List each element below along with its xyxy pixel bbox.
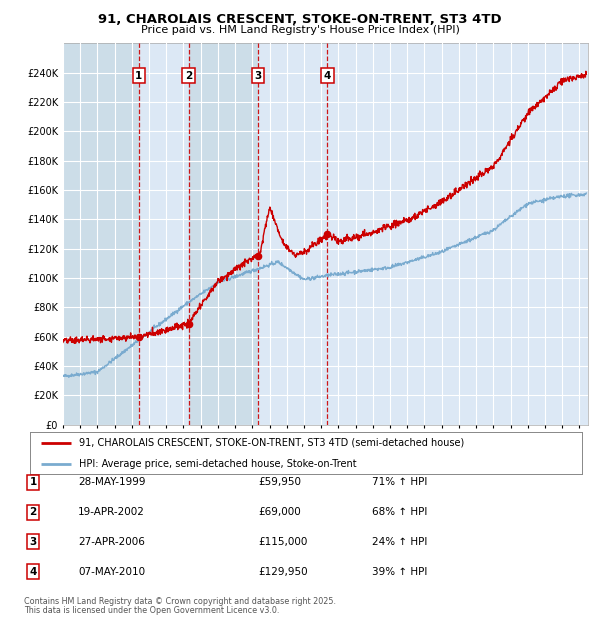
Text: HPI: Average price, semi-detached house, Stoke-on-Trent: HPI: Average price, semi-detached house,… — [79, 459, 356, 469]
Text: 27-APR-2006: 27-APR-2006 — [78, 537, 145, 547]
Text: Contains HM Land Registry data © Crown copyright and database right 2025.: Contains HM Land Registry data © Crown c… — [24, 597, 336, 606]
Bar — [188, 43, 258, 425]
Text: 91, CHAROLAIS CRESCENT, STOKE-ON-TRENT, ST3 4TD (semi-detached house): 91, CHAROLAIS CRESCENT, STOKE-ON-TRENT, … — [79, 438, 464, 448]
Bar — [258, 43, 327, 425]
Text: 07-MAY-2010: 07-MAY-2010 — [78, 567, 145, 577]
Text: £69,000: £69,000 — [258, 507, 301, 517]
Text: 28-MAY-1999: 28-MAY-1999 — [78, 477, 146, 487]
Bar — [327, 43, 588, 425]
Text: 91, CHAROLAIS CRESCENT, STOKE-ON-TRENT, ST3 4TD: 91, CHAROLAIS CRESCENT, STOKE-ON-TRENT, … — [98, 13, 502, 26]
Text: 1: 1 — [29, 477, 37, 487]
Text: 39% ↑ HPI: 39% ↑ HPI — [372, 567, 427, 577]
Text: 68% ↑ HPI: 68% ↑ HPI — [372, 507, 427, 517]
Text: £129,950: £129,950 — [258, 567, 308, 577]
Text: £115,000: £115,000 — [258, 537, 307, 547]
Text: Price paid vs. HM Land Registry's House Price Index (HPI): Price paid vs. HM Land Registry's House … — [140, 25, 460, 35]
Bar — [139, 43, 188, 425]
Bar — [63, 43, 139, 425]
Text: 2: 2 — [185, 71, 192, 81]
Text: 71% ↑ HPI: 71% ↑ HPI — [372, 477, 427, 487]
Text: 1: 1 — [135, 71, 143, 81]
Text: 24% ↑ HPI: 24% ↑ HPI — [372, 537, 427, 547]
Text: This data is licensed under the Open Government Licence v3.0.: This data is licensed under the Open Gov… — [24, 606, 280, 615]
Text: 19-APR-2002: 19-APR-2002 — [78, 507, 145, 517]
Text: 3: 3 — [254, 71, 262, 81]
Text: 4: 4 — [323, 71, 331, 81]
Text: 4: 4 — [29, 567, 37, 577]
Text: £59,950: £59,950 — [258, 477, 301, 487]
Text: 2: 2 — [29, 507, 37, 517]
Text: 3: 3 — [29, 537, 37, 547]
